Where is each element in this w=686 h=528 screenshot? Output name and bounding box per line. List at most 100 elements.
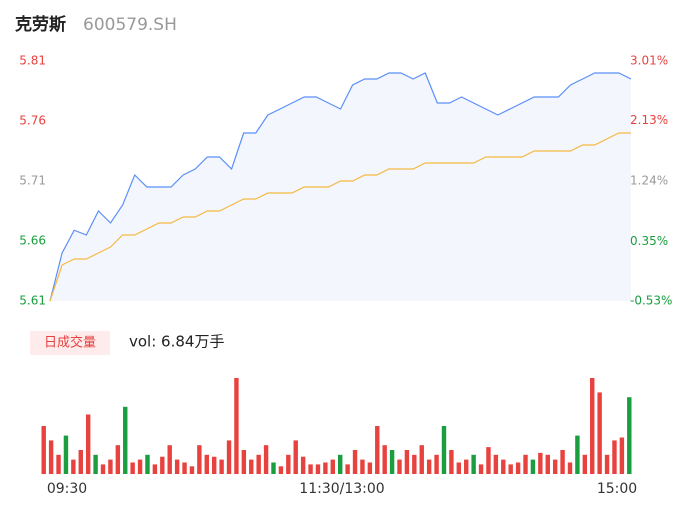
volume-bar xyxy=(241,450,247,474)
volume-bar xyxy=(367,462,373,474)
stock-code: 600579.SH xyxy=(83,15,177,35)
volume-bar xyxy=(419,445,424,474)
volume-bar xyxy=(167,445,172,474)
volume-bar xyxy=(486,447,491,474)
volume-bar xyxy=(456,462,462,474)
volume-bar xyxy=(552,459,558,474)
y2-tick-label: 3.01% xyxy=(630,54,668,68)
volume-bar xyxy=(627,397,632,474)
y2-tick-label: 2.13% xyxy=(630,113,668,127)
volume-bar xyxy=(560,450,565,474)
volume-bar xyxy=(412,454,417,474)
volume-bar xyxy=(293,440,298,474)
volume-bar xyxy=(197,445,202,474)
volume-bar xyxy=(249,459,254,474)
volume-bar xyxy=(575,435,580,474)
volume-bar xyxy=(204,454,209,474)
volume-bar xyxy=(352,450,358,474)
volume-bar xyxy=(619,437,625,474)
volume-bar xyxy=(145,454,150,474)
volume-bar xyxy=(100,464,106,474)
volume-bar xyxy=(597,392,602,474)
volume-bar xyxy=(189,466,195,474)
volume-bar xyxy=(93,454,98,474)
y-tick-label: 5.81 xyxy=(19,54,46,68)
volume-value: vol: 6.84万手 xyxy=(129,333,224,351)
volume-bar xyxy=(389,450,395,474)
average-line xyxy=(49,132,631,302)
volume-bar xyxy=(286,454,291,474)
volume-bar xyxy=(523,454,528,474)
stock-name: 克劳斯 xyxy=(15,14,66,35)
volume-bar xyxy=(338,454,343,474)
y2-tick-label: 1.24% xyxy=(630,174,668,188)
volume-button-label[interactable]: 日成交量 xyxy=(44,335,96,351)
price-area xyxy=(50,73,631,301)
volume-bar xyxy=(108,459,113,474)
volume-bar xyxy=(449,450,454,474)
volume-button[interactable] xyxy=(30,331,110,355)
price-line xyxy=(49,72,632,302)
volume-bar xyxy=(382,445,387,474)
volume-bar xyxy=(434,454,439,474)
volume-bar xyxy=(226,440,232,474)
volume-bar xyxy=(360,459,365,474)
volume-bar xyxy=(300,456,306,474)
volume-bar xyxy=(315,464,321,474)
y-tick-label: 5.76 xyxy=(19,114,46,128)
volume-bar xyxy=(545,454,550,474)
volume-bar xyxy=(308,464,313,474)
volume-bar xyxy=(345,464,350,474)
volume-bar xyxy=(219,459,224,474)
volume-bar xyxy=(493,454,499,474)
y2-tick-label: 0.35% xyxy=(630,234,668,248)
volume-bar xyxy=(478,464,484,474)
y-tick-label: 5.66 xyxy=(19,234,46,248)
y-tick-label: 5.61 xyxy=(19,294,46,308)
volume-bar xyxy=(152,464,158,474)
volume-bar xyxy=(590,378,595,474)
volume-bar xyxy=(278,466,284,474)
volume-bar xyxy=(426,459,432,474)
volume-bar xyxy=(63,435,69,474)
volume-bar xyxy=(160,456,165,474)
volume-bar xyxy=(404,450,410,474)
volume-bar xyxy=(263,445,269,474)
volume-bar xyxy=(137,459,143,474)
volume-bar xyxy=(323,462,328,474)
volume-bar xyxy=(375,426,380,474)
volume-bar xyxy=(530,459,536,474)
volume-bar xyxy=(41,426,46,474)
volume-bar xyxy=(48,440,54,474)
volume-bar xyxy=(464,459,469,474)
y-tick-label: 5.71 xyxy=(19,174,46,188)
y2-tick-label: -0.53% xyxy=(630,294,672,308)
volume-bar xyxy=(115,445,121,474)
x-tick-label: 09:30 xyxy=(47,481,87,497)
volume-bar xyxy=(71,459,76,474)
volume-bar xyxy=(567,462,573,474)
volume-bar xyxy=(234,378,239,474)
volume-bar xyxy=(397,459,402,474)
volume-bar xyxy=(471,454,476,474)
volume-bar xyxy=(612,440,617,474)
volume-bar xyxy=(130,462,135,474)
volume-bar xyxy=(256,454,261,474)
volume-bar xyxy=(508,464,513,474)
x-tick-label: 15:00 xyxy=(597,481,637,497)
volume-bar xyxy=(174,459,180,474)
volume-bar xyxy=(515,462,521,474)
volume-bar xyxy=(56,454,61,474)
volume-bar xyxy=(604,454,610,474)
volume-bar xyxy=(582,454,588,474)
volume-bar xyxy=(182,462,187,474)
volume-bar xyxy=(330,459,335,474)
volume-bar xyxy=(123,406,128,474)
x-tick-label: 11:30/13:00 xyxy=(299,481,384,497)
volume-bar xyxy=(538,452,543,474)
volume-bar xyxy=(501,459,506,474)
volume-bar xyxy=(441,426,447,474)
volume-bar xyxy=(85,414,91,474)
volume-bar xyxy=(78,450,83,474)
